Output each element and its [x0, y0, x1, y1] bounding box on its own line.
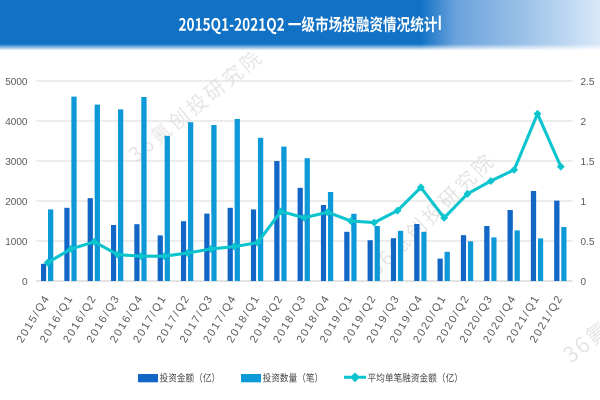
svg-text:2000: 2000	[5, 197, 28, 208]
svg-text:0: 0	[581, 277, 587, 288]
svg-text:1000: 1000	[5, 237, 28, 248]
svg-text:2: 2	[581, 117, 587, 128]
svg-text:0: 0	[22, 277, 28, 288]
svg-text:4000: 4000	[5, 117, 28, 128]
svg-text:1: 1	[581, 197, 587, 208]
svg-text:2.5: 2.5	[581, 77, 595, 88]
svg-text:1.5: 1.5	[581, 157, 595, 168]
svg-text:3000: 3000	[5, 157, 28, 168]
svg-text:5000: 5000	[5, 77, 28, 88]
svg-text:0.5: 0.5	[581, 237, 595, 248]
